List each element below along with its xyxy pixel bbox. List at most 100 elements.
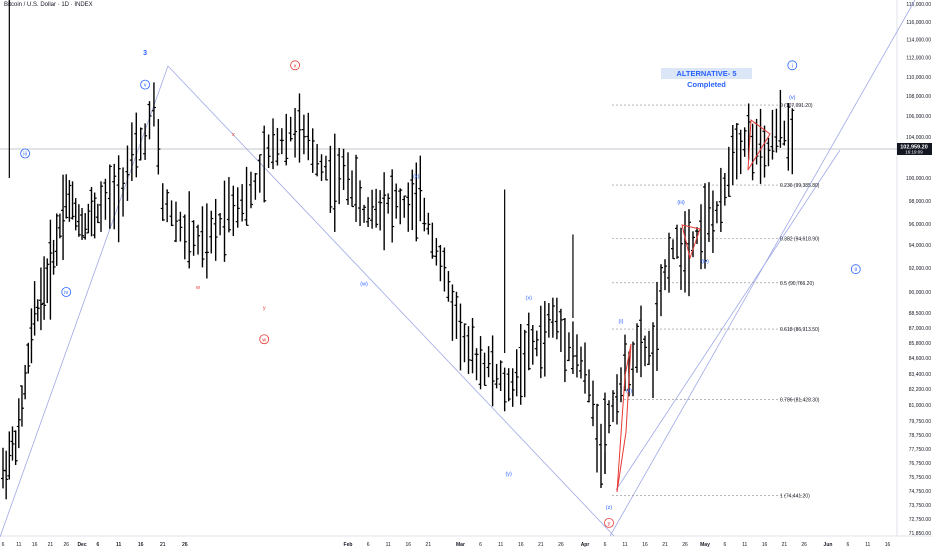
- fib-level-label: 0.236 (99,385.80): [780, 183, 820, 189]
- y-tick-label: 83,400.00: [909, 372, 931, 378]
- channel-line-up-2: [615, 149, 841, 491]
- y-tick-label: 81,000.00: [909, 403, 931, 409]
- y-tick-label: 77,750.00: [909, 447, 931, 453]
- x-tick-label: 21: [426, 542, 432, 548]
- wave-label-circle: [61, 287, 72, 297]
- y-tick-label: 116,000.00: [906, 20, 931, 26]
- wave-label: iii: [23, 152, 27, 158]
- x-tick-label: 26: [801, 542, 807, 548]
- x-tick-label: 11: [742, 542, 747, 548]
- wave-label: i: [792, 63, 793, 69]
- wave-label: w: [195, 285, 200, 291]
- x-tick-label: 11: [622, 542, 627, 548]
- y-tick-label: 72,750.00: [909, 517, 931, 523]
- triangle-drawing-iv: [681, 224, 701, 260]
- wave-label-circle: [140, 79, 151, 90]
- wave-label: iv: [64, 290, 68, 296]
- wave-label: (v): [789, 95, 796, 101]
- x-tick-label: 16: [138, 542, 144, 548]
- wave-label-circle: [787, 60, 798, 71]
- x-tick-label: Feb: [344, 542, 353, 548]
- wave-label: ii: [855, 267, 857, 273]
- wave-label-circle: [20, 148, 31, 159]
- x-tick-label: 26: [182, 542, 188, 548]
- x-tick-label: 11: [116, 542, 121, 548]
- wave-label: (z): [606, 505, 613, 511]
- chart-title: Bitcoin / U.S. Dollar · 1D · INDEX: [4, 2, 93, 8]
- current-price-value: 102,959.20: [900, 145, 928, 151]
- fib-level-label: 0.786 (81,428.30): [780, 397, 820, 403]
- wave-label: (y): [505, 472, 512, 478]
- wave-label-circle: [604, 517, 614, 528]
- impulse-drawing: [616, 343, 632, 493]
- alternative-label: ALTERNATIVE- 5 Completed: [661, 68, 752, 89]
- y-tick-label: 118,000.00: [906, 2, 931, 8]
- wave-label: x: [294, 63, 297, 69]
- wave-label: (i): [619, 319, 624, 325]
- x-tick-label: 11: [16, 542, 21, 548]
- wave-label: y: [608, 521, 611, 527]
- wave-label: y: [263, 305, 266, 311]
- x-tick-label: 16: [32, 542, 38, 548]
- y-tick-label: 90,000.00: [909, 290, 931, 296]
- fib-level-label: 0.5 (90,766.20): [780, 281, 814, 287]
- y-tick-label: 76,750.00: [909, 461, 931, 467]
- x-tick-label: 6: [604, 542, 607, 548]
- x-tick-label: 6: [846, 542, 849, 548]
- y-tick-label: 112,000.00: [906, 56, 931, 62]
- y-tick-label: 96,000.00: [909, 222, 931, 228]
- x-tick-label: 11: [386, 542, 391, 548]
- x-tick-label: 16: [518, 542, 524, 548]
- x-tick-label: 21: [160, 542, 166, 548]
- wave-label: x: [232, 132, 235, 138]
- x-tick-label: 6: [367, 542, 370, 548]
- x-tick-label: 11: [865, 542, 870, 548]
- channel-line-fall: [167, 65, 615, 537]
- y-tick-label: 104,000.00: [906, 135, 931, 141]
- x-tick-label: Dec: [77, 542, 86, 548]
- x-tick-label: 11: [116, 542, 121, 548]
- x-tick-label: 16: [885, 542, 891, 548]
- y-tick-label: 78,750.00: [909, 433, 931, 439]
- wave-label: (ii): [626, 388, 632, 394]
- x-tick-label: 16: [405, 542, 411, 548]
- x-tick-label: 6: [479, 542, 482, 548]
- x-tick-label: 6: [2, 542, 5, 548]
- x-tick-label: 21: [48, 542, 54, 548]
- y-tick-label: 92,000.00: [909, 266, 931, 272]
- wave-label: (w): [360, 282, 368, 288]
- fib-level-label: 0.618 (86,913.50): [780, 327, 820, 333]
- y-tick-label: 73,750.00: [909, 503, 931, 509]
- triangle-drawing-v: [747, 119, 771, 171]
- wave-label: (x): [413, 174, 420, 180]
- fib-level-label: 1 (74,441.20): [780, 493, 810, 499]
- channel-line-rise: [0, 65, 169, 538]
- y-tick-label: 94,000.00: [909, 243, 931, 249]
- x-tick-label: 16: [642, 542, 648, 548]
- wave-label: v: [144, 83, 147, 89]
- y-tick-label: 88,500.00: [909, 311, 931, 317]
- current-price-tag: [897, 143, 932, 155]
- y-tick-label: 71,850.00: [909, 531, 931, 537]
- x-tick-label: Jun: [824, 542, 833, 548]
- wave-label: (x): [526, 296, 533, 302]
- wave-label: 3: [143, 50, 147, 57]
- x-tick-label: 6: [723, 542, 726, 548]
- x-tick-label: 26: [558, 542, 564, 548]
- y-tick-label: 85,800.00: [909, 341, 931, 347]
- fib-level-label: 0 (107,091.20): [780, 103, 813, 109]
- y-tick-label: 114,000.00: [906, 38, 931, 44]
- y-tick-label: 110,000.00: [906, 75, 931, 81]
- y-tick-label: 79,750.00: [909, 419, 931, 425]
- y-tick-label: 100,000.00: [906, 176, 931, 182]
- y-tick-label: 108,000.00: [906, 94, 931, 100]
- x-tick-label: 21: [160, 542, 166, 548]
- y-tick-label: 75,750.00: [909, 475, 931, 481]
- x-tick-label: 11: [498, 542, 503, 548]
- y-tick-label: 74,750.00: [909, 489, 931, 495]
- y-tick-label: 106,000.00: [906, 114, 931, 120]
- bar-countdown: 16:19:09: [905, 150, 923, 155]
- x-tick-label: 21: [662, 542, 668, 548]
